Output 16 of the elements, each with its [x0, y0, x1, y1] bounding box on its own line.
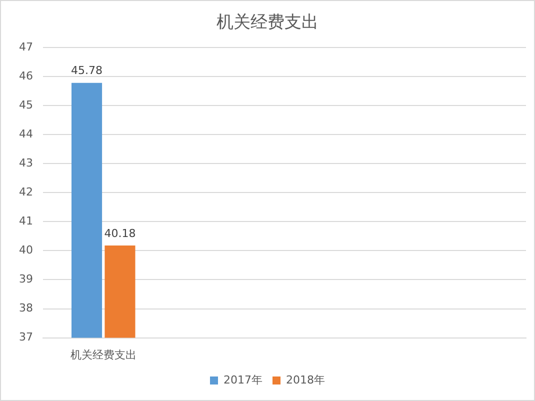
y-tick-label: 43: [18, 156, 33, 170]
y-tick-label: 45: [18, 98, 33, 112]
y-tick-label: 41: [18, 214, 33, 228]
y-tick-label: 44: [18, 127, 33, 140]
y-tick-label: 37: [18, 330, 33, 344]
y-tick-label: 42: [18, 185, 33, 198]
y-tick-label: 38: [18, 302, 33, 315]
y-tick-label: 47: [18, 40, 33, 54]
chart-title: 机关经费支出: [216, 12, 318, 33]
data-label: 40.18: [104, 226, 136, 240]
data-label: 45.78: [71, 64, 103, 78]
legend-label: 2018年: [286, 373, 325, 386]
y-tick-label: 40: [18, 244, 33, 257]
y-tick-label: 39: [18, 272, 33, 286]
y-tick-label: 46: [18, 69, 33, 82]
legend-label: 2017年: [224, 373, 263, 386]
